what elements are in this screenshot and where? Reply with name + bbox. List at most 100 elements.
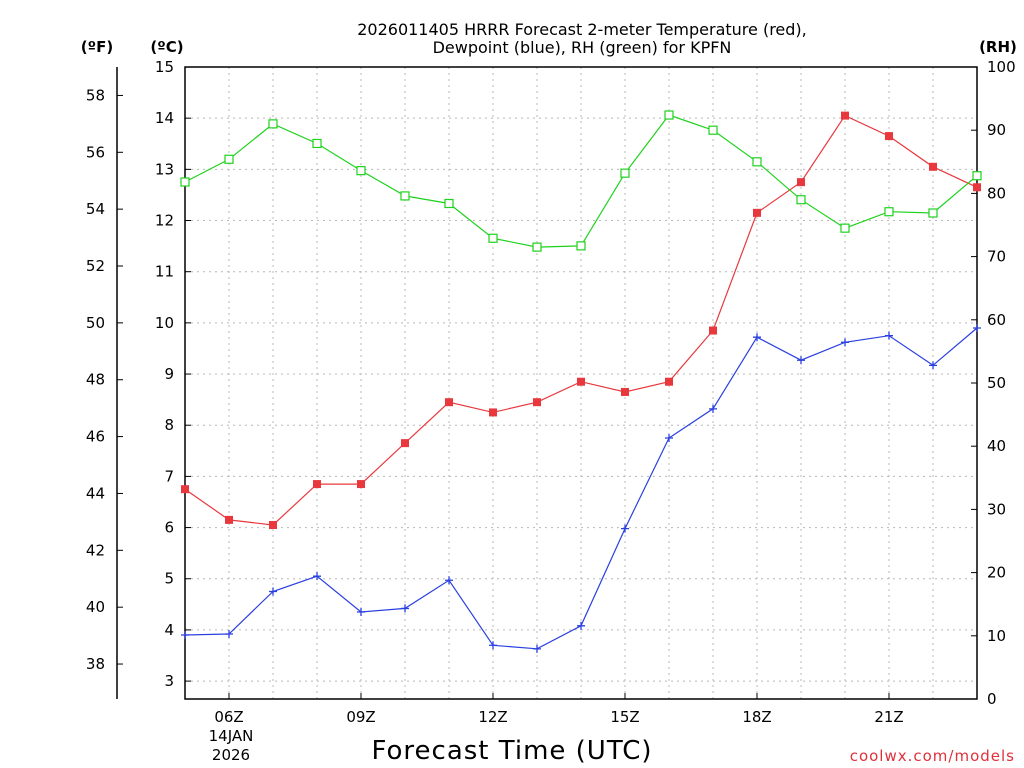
- y-rh-tick-label: 0: [987, 690, 997, 708]
- y-celsius-tick-label: 10: [155, 314, 174, 332]
- rh-marker: [796, 195, 806, 205]
- x-tick-label: 21Z: [874, 708, 903, 726]
- temperature-marker: [533, 398, 541, 407]
- temperature-marker: [313, 480, 321, 489]
- y-celsius-tick-label: 9: [164, 365, 174, 383]
- temperature-marker: [181, 485, 189, 494]
- rh-unit-label: (RH): [979, 38, 1017, 56]
- temperature-marker: [841, 111, 849, 120]
- x-axis-label: Forecast Time (UTC): [371, 736, 652, 766]
- y-celsius-tick-label: 15: [155, 58, 174, 76]
- dewpoint-marker: [797, 356, 805, 365]
- y-celsius-tick-label: 7: [164, 467, 174, 485]
- source-credit: coolwx.com/models: [850, 747, 1015, 765]
- dewpoint-marker: [973, 323, 981, 332]
- y-fahrenheit-tick-label: 46: [86, 428, 105, 446]
- x-tick-label: 18Z: [742, 708, 771, 726]
- y-rh-tick-label: 80: [987, 184, 1006, 202]
- fahrenheit-unit-label: (ºF): [81, 38, 113, 56]
- y-rh-tick-label: 40: [987, 437, 1006, 455]
- y-celsius-tick-label: 13: [155, 160, 174, 178]
- y-celsius-tick-label: 11: [155, 263, 174, 281]
- rh-marker: [884, 207, 894, 217]
- dewpoint-marker: [445, 576, 453, 585]
- rh-marker: [708, 125, 718, 135]
- y-fahrenheit-tick-label: 52: [86, 257, 105, 275]
- temperature-marker: [973, 183, 981, 192]
- rh-marker: [752, 157, 762, 167]
- dewpoint-marker: [929, 361, 937, 370]
- y-fahrenheit-tick-label: 54: [86, 200, 105, 218]
- y-celsius-tick-label: 12: [155, 212, 174, 230]
- dewpoint-marker: [269, 587, 277, 596]
- x-tick-label: 06Z: [214, 708, 243, 726]
- temperature-marker: [357, 480, 365, 489]
- celsius-unit-label: (ºC): [150, 38, 183, 56]
- temperature-marker: [665, 377, 673, 386]
- rh-marker: [576, 241, 586, 251]
- y-rh-tick-label: 20: [987, 564, 1006, 582]
- chart-title-line2: Dewpoint (blue), RH (green) for KPFN: [433, 38, 732, 57]
- rh-marker: [356, 166, 366, 176]
- rh-marker: [224, 154, 234, 164]
- temperature-marker: [797, 178, 805, 187]
- y-celsius-tick-label: 3: [164, 672, 174, 690]
- y-celsius-tick-label: 5: [164, 570, 174, 588]
- x-tick-label: 09Z: [346, 708, 375, 726]
- dewpoint-marker: [753, 333, 761, 342]
- y-celsius-tick-label: 6: [164, 519, 174, 537]
- rh-marker: [312, 138, 322, 149]
- y-fahrenheit-tick-label: 44: [86, 484, 105, 502]
- dewpoint-marker: [225, 630, 233, 639]
- temperature-marker: [401, 439, 409, 448]
- chart-title-line1: 2026011405 HRRR Forecast 2-meter Tempera…: [357, 20, 807, 39]
- rh-marker: [840, 223, 850, 233]
- date-label-month: 14JAN: [209, 727, 254, 745]
- data-series: [180, 110, 982, 653]
- dewpoint-marker: [841, 338, 849, 347]
- y-fahrenheit-tick-label: 38: [86, 655, 105, 673]
- dewpoint-marker: [489, 641, 497, 650]
- y-fahrenheit-tick-label: 42: [86, 541, 105, 559]
- dewpoint-marker: [401, 604, 409, 613]
- rh-marker: [268, 119, 278, 129]
- rh-marker: [972, 171, 982, 181]
- y-rh-tick-label: 50: [987, 374, 1006, 392]
- y-fahrenheit-tick-label: 40: [86, 598, 105, 616]
- dewpoint-marker: [577, 621, 585, 630]
- y-rh-tick-label: 10: [987, 627, 1006, 645]
- y-celsius-tick-label: 14: [155, 109, 174, 127]
- y-fahrenheit-tick-label: 56: [86, 143, 105, 161]
- dewpoint-marker: [621, 524, 629, 533]
- rh-marker: [444, 198, 454, 209]
- temperature-marker: [489, 408, 497, 417]
- x-tick-label: 12Z: [478, 708, 507, 726]
- y-celsius-tick-label: 4: [164, 621, 174, 639]
- y-rh-tick-label: 30: [987, 500, 1006, 518]
- date-label-year: 2026: [212, 746, 250, 764]
- y-celsius-tick-label: 8: [164, 416, 174, 434]
- temperature-marker: [753, 208, 761, 217]
- dewpoint-marker: [181, 631, 189, 640]
- rh-marker: [488, 233, 498, 243]
- rh-marker: [532, 242, 542, 252]
- temperature-marker: [445, 398, 453, 407]
- y-rh-tick-label: 90: [987, 121, 1006, 139]
- rh-marker: [928, 208, 938, 218]
- y-rh-tick-label: 60: [987, 311, 1006, 329]
- dewpoint-marker: [665, 434, 673, 443]
- dewpoint-marker: [885, 331, 893, 340]
- axis-ticks: 3456789101112131415384042444648505254565…: [86, 58, 1016, 726]
- temperature-marker: [269, 521, 277, 530]
- dewpoint-marker: [533, 644, 541, 653]
- y-fahrenheit-tick-label: 50: [86, 314, 105, 332]
- rh-marker: [180, 177, 190, 187]
- y-fahrenheit-tick-label: 48: [86, 371, 105, 389]
- temperature-marker: [577, 377, 585, 386]
- temperature-marker: [885, 132, 893, 141]
- temperature-marker: [929, 162, 937, 171]
- dewpoint-marker: [709, 404, 717, 413]
- y-rh-tick-label: 100: [987, 58, 1016, 76]
- rh-marker: [664, 110, 674, 120]
